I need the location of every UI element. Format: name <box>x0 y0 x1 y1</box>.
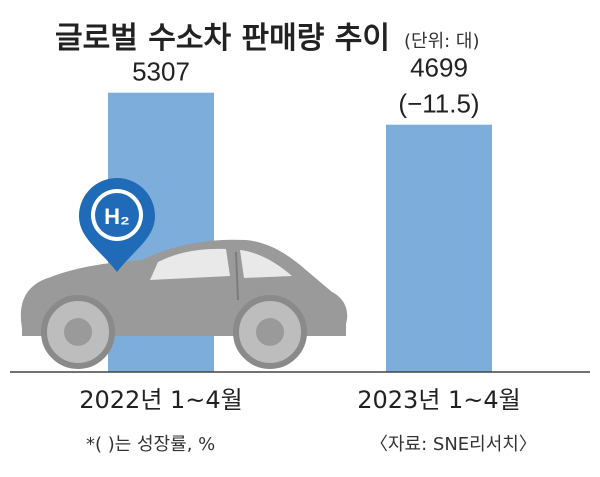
source-note: 〈자료: SNE리서치〉 <box>370 434 537 455</box>
car-hubcap <box>64 318 92 346</box>
value-label: 4699 <box>410 53 468 83</box>
car-hubcap <box>256 318 284 346</box>
hydrogen-car-icon: H₂ <box>20 178 348 369</box>
car-window <box>150 248 230 280</box>
bar-2 <box>386 124 492 373</box>
growth-note: *( )는 성장률, % <box>86 434 215 455</box>
growth-label: (−11.5) <box>398 89 479 119</box>
labels-group: 5307 2022년 1~4월 4699 (−11.5) 2023년 1~4월 <box>79 53 521 414</box>
h2-badge-text: H₂ <box>104 204 130 229</box>
car-door-line <box>235 251 239 301</box>
chart-title: 글로벌 수소차 판매량 추이 <box>55 21 390 56</box>
car-window <box>240 250 292 278</box>
category-label: 2023년 1~4월 <box>357 386 521 414</box>
category-label: 2022년 1~4월 <box>79 386 243 414</box>
unit-label: (단위: 대) <box>404 31 480 52</box>
h2-badge-inner <box>95 193 139 237</box>
value-label: 5307 <box>132 57 190 87</box>
